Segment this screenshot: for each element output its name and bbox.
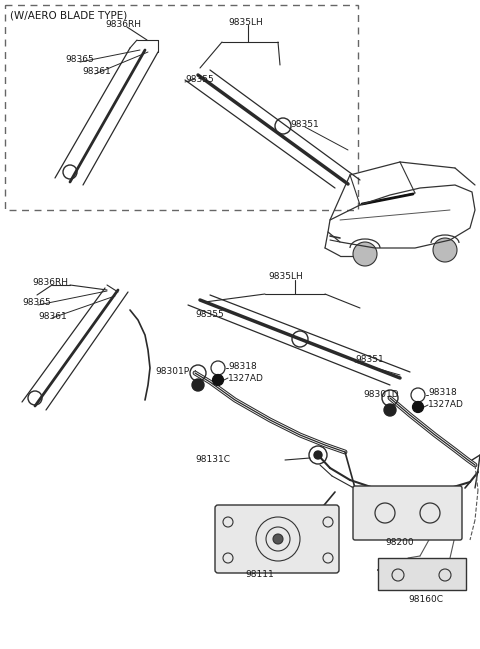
Circle shape — [412, 402, 423, 413]
Text: 98318: 98318 — [228, 362, 257, 371]
FancyBboxPatch shape — [353, 486, 462, 540]
Text: 98351: 98351 — [290, 120, 319, 129]
Text: 98355: 98355 — [195, 310, 224, 319]
Text: 98365: 98365 — [65, 55, 94, 64]
Text: 9835LH: 9835LH — [228, 18, 263, 27]
Text: 9836RH: 9836RH — [32, 278, 68, 287]
Text: 9836RH: 9836RH — [105, 20, 141, 29]
FancyBboxPatch shape — [215, 505, 339, 573]
Circle shape — [213, 374, 224, 386]
Text: 98301D: 98301D — [363, 390, 398, 399]
Circle shape — [314, 451, 322, 459]
Text: 9835LH: 9835LH — [268, 272, 303, 281]
Text: 98111: 98111 — [245, 570, 274, 579]
Text: 98361: 98361 — [82, 67, 111, 76]
Circle shape — [433, 238, 457, 262]
Text: (W/AERO BLADE TYPE): (W/AERO BLADE TYPE) — [10, 10, 127, 20]
Text: 98131C: 98131C — [195, 455, 230, 464]
Text: 98365: 98365 — [22, 298, 51, 307]
Circle shape — [353, 242, 377, 266]
Text: 98351: 98351 — [355, 355, 384, 364]
Text: 98200: 98200 — [385, 538, 414, 547]
Text: 1327AD: 1327AD — [228, 374, 264, 383]
Circle shape — [384, 404, 396, 416]
Text: 98301P: 98301P — [155, 367, 189, 376]
Text: 98318: 98318 — [428, 388, 457, 397]
FancyBboxPatch shape — [378, 558, 466, 590]
Circle shape — [273, 534, 283, 544]
Text: 98361: 98361 — [38, 312, 67, 321]
Circle shape — [192, 379, 204, 391]
FancyBboxPatch shape — [5, 5, 358, 210]
Text: 1327AD: 1327AD — [428, 400, 464, 409]
Text: 98355: 98355 — [185, 75, 214, 84]
Text: 98160C: 98160C — [408, 595, 443, 604]
